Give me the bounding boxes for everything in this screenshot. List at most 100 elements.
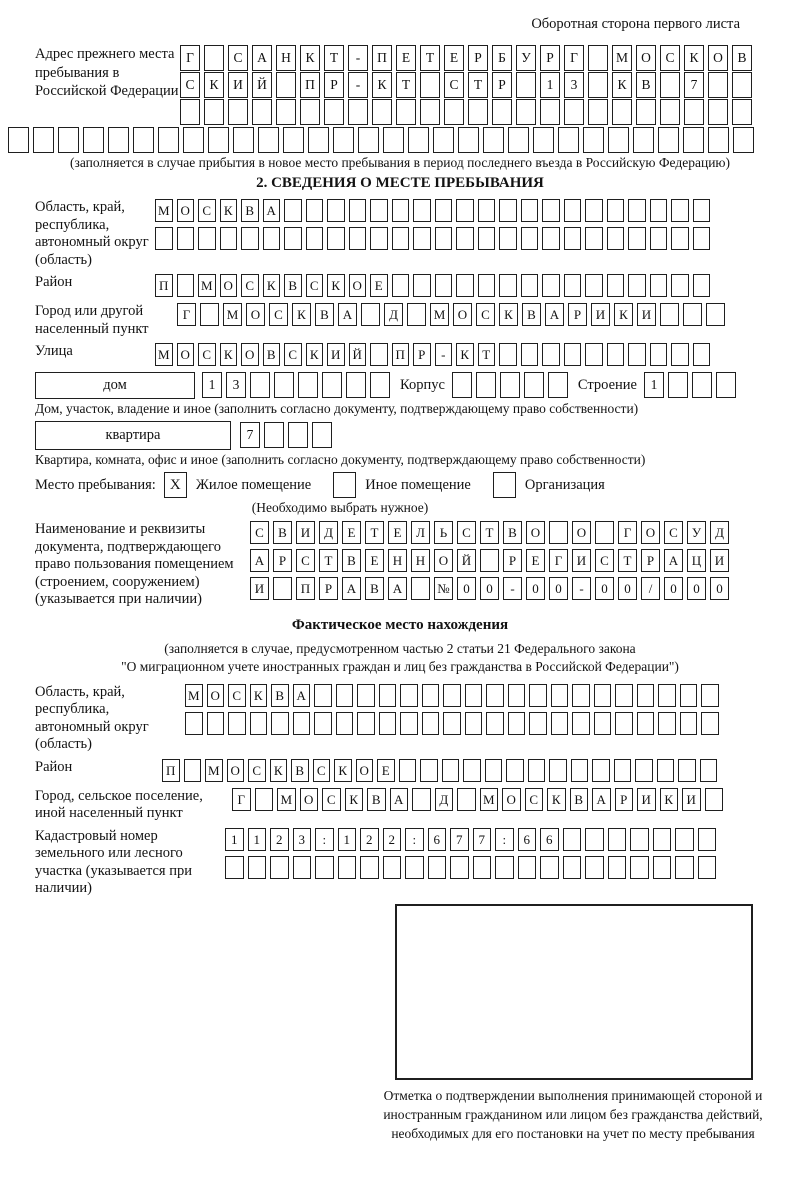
- char-cell: [678, 758, 696, 782]
- char-cell: [180, 99, 200, 125]
- char-cell: Е: [370, 274, 388, 297]
- prev-address-row-4: [8, 127, 792, 153]
- char-cell: [405, 855, 424, 879]
- char-cell: [305, 199, 323, 222]
- char-cell: [671, 343, 689, 366]
- char-cell: С: [269, 303, 288, 326]
- char-cell: [732, 99, 752, 125]
- char-cell: [585, 827, 604, 851]
- char-cell: Т: [420, 45, 440, 71]
- char-cell: [529, 711, 547, 735]
- char-cell: [612, 99, 632, 125]
- char-cell: [499, 274, 517, 297]
- char-cell: [572, 683, 590, 707]
- char-cell: Н: [276, 45, 296, 71]
- char-cell: Т: [365, 521, 384, 544]
- char-cell: [633, 127, 654, 153]
- char-cell: [562, 827, 581, 851]
- char-cell: А: [389, 787, 408, 811]
- char-cell: М: [277, 787, 296, 811]
- char-cell: А: [342, 577, 361, 600]
- char-cell: И: [637, 787, 656, 811]
- char-cell: С: [457, 521, 476, 544]
- char-cell: [649, 199, 667, 222]
- char-cell: [701, 711, 719, 735]
- char-cell: [370, 227, 388, 250]
- header-note: Оборотная сторона первого листа: [531, 16, 740, 32]
- char-cell: [691, 372, 712, 398]
- char-cell: О: [453, 303, 472, 326]
- char-cell: [391, 199, 409, 222]
- char-cell: [249, 711, 267, 735]
- char-cell: О: [176, 343, 194, 366]
- char-cell: [322, 372, 342, 398]
- char-cell: [348, 199, 366, 222]
- char-cell: М: [430, 303, 449, 326]
- char-cell: [563, 274, 581, 297]
- char-cell: [198, 227, 216, 250]
- char-cell: [463, 758, 481, 782]
- char-cell: [520, 274, 538, 297]
- char-cell: [288, 422, 308, 448]
- char-cell: Р: [568, 303, 587, 326]
- char-cell: К: [300, 45, 320, 71]
- char-cell: К: [372, 72, 392, 98]
- char-cell: [715, 372, 736, 398]
- char-cell: :: [315, 827, 334, 851]
- char-cell: [264, 422, 284, 448]
- char-cell: И: [637, 303, 656, 326]
- char-cell: [298, 372, 318, 398]
- char-cell: [542, 274, 560, 297]
- char-cell: Ц: [687, 549, 706, 572]
- char-cell: [391, 227, 409, 250]
- char-cell: [542, 343, 560, 366]
- char-cell: [572, 711, 590, 735]
- char-cell: [484, 758, 502, 782]
- char-cell: Н: [411, 549, 430, 572]
- char-cell: -: [503, 577, 522, 600]
- residential-label: Жилое помещение: [195, 476, 312, 493]
- house-caption: Дом, участок, владение и иное (заполнить…: [35, 401, 639, 416]
- char-cell: П: [296, 577, 315, 600]
- char-cell: Д: [710, 521, 729, 544]
- char-cell: Н: [388, 549, 407, 572]
- char-cell: В: [503, 521, 522, 544]
- apartment-caption: Квартира, комната, офис и иное (заполнит…: [35, 452, 646, 467]
- char-cell: [550, 711, 568, 735]
- char-cell: [372, 99, 392, 125]
- apartment-cells: 7: [240, 422, 332, 448]
- char-cell: [595, 521, 614, 544]
- char-cell: 2: [270, 827, 289, 851]
- al-city-label: Город, сельское поселение, иной населенн…: [35, 787, 203, 822]
- char-cell: [158, 127, 179, 153]
- char-cell: [704, 787, 723, 811]
- char-cell: С: [248, 758, 266, 782]
- char-cell: [391, 274, 409, 297]
- char-cell: [486, 683, 504, 707]
- char-cell: [183, 127, 204, 153]
- char-cell: 7: [472, 827, 491, 851]
- char-cell: 7: [240, 422, 260, 448]
- char-cell: В: [522, 303, 541, 326]
- char-cell: [176, 227, 194, 250]
- char-cell: [276, 99, 296, 125]
- char-cell: В: [315, 303, 334, 326]
- char-cell: [370, 343, 388, 366]
- stamp-caption: Отметка о подтверждении выполнения прини…: [383, 1087, 763, 1141]
- char-cell: О: [176, 199, 194, 222]
- char-cell: [456, 199, 474, 222]
- char-cell: [683, 127, 704, 153]
- char-cell: [83, 127, 104, 153]
- char-cell: [606, 274, 624, 297]
- char-cell: [335, 711, 353, 735]
- char-cell: 0: [526, 577, 545, 600]
- char-cell: Л: [411, 521, 430, 544]
- char-cell: 1: [247, 827, 266, 851]
- char-cell: В: [569, 787, 588, 811]
- char-cell: [451, 372, 472, 398]
